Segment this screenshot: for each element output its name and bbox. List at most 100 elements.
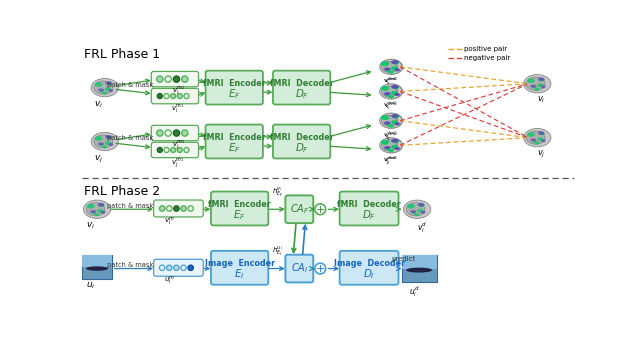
- Ellipse shape: [94, 81, 113, 94]
- Ellipse shape: [524, 75, 551, 93]
- Ellipse shape: [392, 139, 399, 142]
- Text: $h_{E_I}^{u_i}$: $h_{E_I}^{u_i}$: [272, 245, 283, 258]
- Ellipse shape: [101, 211, 106, 214]
- Ellipse shape: [384, 92, 390, 95]
- Ellipse shape: [91, 132, 118, 151]
- Ellipse shape: [388, 71, 393, 74]
- Circle shape: [171, 147, 176, 152]
- FancyBboxPatch shape: [211, 251, 268, 285]
- Text: patch & mask: patch & mask: [108, 136, 154, 141]
- Ellipse shape: [98, 88, 104, 91]
- Text: $v_j$: $v_j$: [537, 148, 545, 159]
- Ellipse shape: [539, 132, 545, 135]
- Ellipse shape: [531, 85, 536, 88]
- Ellipse shape: [388, 95, 393, 98]
- Text: Image  Encoder: Image Encoder: [205, 259, 275, 268]
- Ellipse shape: [100, 144, 104, 147]
- Ellipse shape: [381, 115, 397, 126]
- Ellipse shape: [538, 77, 545, 81]
- Ellipse shape: [385, 68, 391, 71]
- FancyBboxPatch shape: [205, 71, 263, 105]
- FancyBboxPatch shape: [402, 255, 436, 283]
- Ellipse shape: [381, 140, 389, 145]
- Ellipse shape: [537, 137, 543, 141]
- Ellipse shape: [94, 135, 113, 148]
- Circle shape: [177, 93, 182, 99]
- Ellipse shape: [382, 86, 397, 97]
- Ellipse shape: [535, 141, 540, 145]
- Ellipse shape: [394, 86, 399, 89]
- Ellipse shape: [406, 203, 425, 216]
- Ellipse shape: [392, 114, 399, 118]
- FancyBboxPatch shape: [285, 255, 313, 283]
- Text: FRL Phase 2: FRL Phase 2: [84, 185, 160, 198]
- Text: $v_i^{{dm_2}}$: $v_i^{{dm_2}}$: [384, 76, 399, 88]
- Ellipse shape: [381, 86, 388, 91]
- Ellipse shape: [393, 115, 398, 118]
- Ellipse shape: [100, 90, 104, 92]
- Ellipse shape: [391, 60, 398, 64]
- Text: $v_j^{dm_1}$: $v_j^{dm_1}$: [383, 154, 398, 167]
- Text: $E_F$: $E_F$: [233, 208, 246, 222]
- Text: $v_i^{m_2}$: $v_i^{m_2}$: [172, 85, 184, 97]
- FancyBboxPatch shape: [151, 88, 198, 104]
- Ellipse shape: [385, 92, 391, 95]
- Ellipse shape: [384, 68, 390, 71]
- Ellipse shape: [539, 78, 545, 81]
- Text: $v_i$: $v_i$: [537, 95, 545, 105]
- FancyBboxPatch shape: [151, 125, 198, 141]
- Ellipse shape: [107, 136, 112, 139]
- Ellipse shape: [407, 204, 415, 208]
- Ellipse shape: [380, 84, 403, 99]
- Ellipse shape: [92, 212, 96, 214]
- Circle shape: [182, 76, 188, 82]
- Ellipse shape: [535, 88, 540, 91]
- Ellipse shape: [394, 61, 399, 65]
- Circle shape: [173, 265, 179, 270]
- Circle shape: [159, 206, 165, 211]
- Ellipse shape: [386, 94, 390, 97]
- Ellipse shape: [388, 125, 393, 128]
- Circle shape: [188, 265, 193, 270]
- Ellipse shape: [97, 209, 103, 213]
- Ellipse shape: [527, 78, 535, 83]
- Ellipse shape: [98, 142, 104, 145]
- Text: $v_i^d$: $v_i^d$: [417, 220, 427, 235]
- Text: $v_i^{dm_2}$: $v_i^{dm_2}$: [383, 75, 398, 87]
- Ellipse shape: [526, 131, 545, 144]
- Text: negative pair: negative pair: [465, 55, 511, 61]
- FancyBboxPatch shape: [154, 200, 204, 217]
- Ellipse shape: [391, 114, 398, 118]
- Ellipse shape: [526, 77, 545, 90]
- Ellipse shape: [382, 140, 397, 151]
- Text: $v_i^{{dm_1}}$: $v_i^{{dm_1}}$: [384, 101, 399, 112]
- Ellipse shape: [389, 125, 394, 128]
- Ellipse shape: [391, 145, 397, 149]
- Text: $u_i^d$: $u_i^d$: [410, 284, 420, 299]
- Ellipse shape: [381, 61, 388, 66]
- FancyBboxPatch shape: [83, 255, 112, 279]
- Ellipse shape: [83, 200, 111, 218]
- Text: fMRI  Encoder: fMRI Encoder: [208, 200, 271, 209]
- Ellipse shape: [527, 132, 535, 137]
- Text: $v_j^{{dm_2}}$: $v_j^{{dm_2}}$: [384, 130, 399, 143]
- Ellipse shape: [415, 213, 419, 216]
- FancyBboxPatch shape: [154, 259, 204, 276]
- Ellipse shape: [392, 85, 399, 89]
- Ellipse shape: [391, 85, 398, 89]
- Ellipse shape: [385, 121, 391, 125]
- Ellipse shape: [391, 91, 397, 95]
- FancyBboxPatch shape: [211, 191, 268, 225]
- Text: $D_F$: $D_F$: [294, 141, 308, 155]
- Ellipse shape: [410, 210, 417, 213]
- Text: $E_F$: $E_F$: [228, 141, 241, 155]
- Text: fMRI  Encoder: fMRI Encoder: [203, 79, 266, 88]
- Text: $u_i^m$: $u_i^m$: [164, 275, 175, 287]
- Text: $D_F$: $D_F$: [362, 208, 376, 222]
- Text: $CA_F$: $CA_F$: [290, 203, 309, 216]
- Ellipse shape: [91, 78, 118, 97]
- Ellipse shape: [532, 87, 536, 89]
- Ellipse shape: [382, 61, 397, 72]
- Ellipse shape: [531, 138, 536, 141]
- Ellipse shape: [396, 93, 400, 96]
